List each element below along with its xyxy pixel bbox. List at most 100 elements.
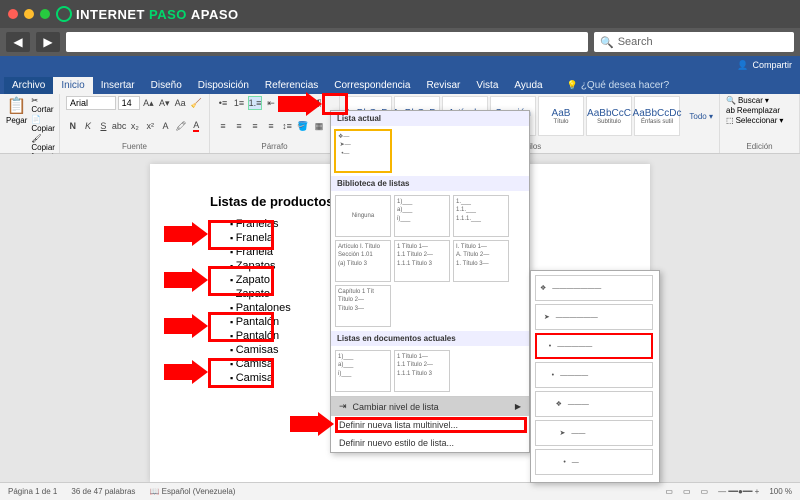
- zoom-level[interactable]: 100 %: [769, 487, 792, 496]
- define-style-item[interactable]: Definir nuevo estilo de lista...: [331, 434, 529, 452]
- list-thumb[interactable]: I. Título 1—A. Título 2—1. Título 3—: [453, 240, 509, 282]
- list-thumb[interactable]: Artículo I. TítuloSección 1.01(a) Título…: [335, 240, 391, 282]
- list-thumb[interactable]: 1)___a)___i)___: [335, 350, 391, 392]
- tab-archivo[interactable]: Archivo: [4, 77, 53, 94]
- tell-me[interactable]: ¿Qué desea hacer?: [559, 77, 678, 94]
- status-bar: Página 1 de 1 36 de 47 palabras 📖 Españo…: [0, 482, 800, 500]
- multilevel-button[interactable]: 1.≡: [248, 96, 262, 110]
- line-spacing-button[interactable]: ↕≡: [280, 119, 294, 133]
- superscript-button[interactable]: x²: [144, 119, 157, 133]
- browser-navbar: ◀ ▶ 🔍 Search: [0, 28, 800, 56]
- level-7[interactable]: •—: [535, 449, 653, 475]
- level-2[interactable]: ➤——————: [535, 304, 653, 330]
- list-thumb[interactable]: 1 Título 1—1.1 Título 2—1.1.1 Título 3: [394, 350, 450, 392]
- status-page[interactable]: Página 1 de 1: [8, 487, 57, 496]
- style-item[interactable]: AaBbCcDcÉnfasis sutil: [634, 96, 680, 136]
- change-case-button[interactable]: Aa: [173, 96, 187, 110]
- tab-insertar[interactable]: Insertar: [93, 77, 143, 94]
- list-thumb[interactable]: 1)___a)___i)___: [394, 195, 450, 237]
- shading-button[interactable]: 🪣: [296, 119, 310, 133]
- grow-font-button[interactable]: A▴: [142, 96, 156, 110]
- select-button[interactable]: ⬚ Seleccionar ▾: [726, 116, 793, 125]
- replace-button[interactable]: ab Reemplazar: [726, 106, 793, 115]
- word-titlebar: 👤Compartir: [0, 56, 800, 74]
- logo-text1: INTERNET: [76, 7, 145, 22]
- increase-indent-button[interactable]: ⇥: [280, 96, 294, 110]
- decrease-indent-button[interactable]: ⇤: [264, 96, 278, 110]
- list-thumb[interactable]: Capítulo 1 TítTítulo 2—Título 3—: [335, 285, 391, 327]
- status-lang[interactable]: 📖 Español (Venezuela): [149, 487, 235, 496]
- list-thumb[interactable]: 1.___1.1.___1.1.1.___: [453, 195, 509, 237]
- group-clipboard: 📋Pegar ✂ Cortar 📄 Copiar 🖌 Copiar format…: [0, 94, 60, 153]
- change-level-item[interactable]: ⇥ Cambiar nivel de lista▶: [331, 397, 529, 416]
- traffic-lights: [8, 9, 50, 19]
- list-thumb[interactable]: 1 Título 1—1.1 Título 2—1.1.1 Título 3: [394, 240, 450, 282]
- paste-button[interactable]: 📋Pegar: [6, 96, 27, 161]
- bold-button[interactable]: N: [66, 119, 79, 133]
- borders-button[interactable]: ▦: [312, 119, 326, 133]
- strike-button[interactable]: abc: [112, 119, 126, 133]
- text-effects-button[interactable]: A: [159, 119, 172, 133]
- font-color-button[interactable]: A: [190, 119, 203, 133]
- dd-section-current-docs: Listas en documentos actuales: [331, 331, 529, 346]
- logo-icon: [56, 6, 72, 22]
- tab-referencias[interactable]: Referencias: [257, 77, 326, 94]
- level-1[interactable]: ❖———————: [535, 275, 653, 301]
- show-marks-button[interactable]: ¶: [312, 96, 326, 110]
- style-item[interactable]: AaBbCcCSubtítulo: [586, 96, 632, 136]
- styles-more-button[interactable]: Todo ▾: [689, 112, 713, 121]
- close-dot[interactable]: [8, 9, 18, 19]
- numbering-button[interactable]: 1≡: [232, 96, 246, 110]
- view-read-button[interactable]: ▭: [665, 487, 673, 496]
- italic-button[interactable]: K: [81, 119, 94, 133]
- cut-button[interactable]: ✂ Cortar: [31, 96, 58, 114]
- min-dot[interactable]: [24, 9, 34, 19]
- logo-text2: PASO: [149, 7, 187, 22]
- share-button[interactable]: 👤Compartir: [737, 60, 792, 71]
- thumb-current[interactable]: ❖— ➤— •—: [335, 130, 391, 172]
- font-name-select[interactable]: Arial: [66, 96, 116, 110]
- find-button[interactable]: 🔍 Buscar ▾: [726, 96, 793, 105]
- search-icon: 🔍: [600, 36, 614, 49]
- highlight-button[interactable]: 🖍: [174, 119, 187, 133]
- sort-button[interactable]: A↓: [296, 96, 310, 110]
- level-4[interactable]: •————: [535, 362, 653, 388]
- shrink-font-button[interactable]: A▾: [157, 96, 171, 110]
- tab-disposicion[interactable]: Disposición: [190, 77, 257, 94]
- editing-label: Edición: [726, 142, 793, 151]
- tab-diseno[interactable]: Diseño: [143, 77, 190, 94]
- justify-button[interactable]: ≡: [264, 119, 278, 133]
- thumb-none[interactable]: Ninguna: [335, 195, 391, 237]
- status-words[interactable]: 36 de 47 palabras: [71, 487, 135, 496]
- bullets-button[interactable]: •≡: [216, 96, 230, 110]
- view-print-button[interactable]: ▭: [683, 487, 691, 496]
- tab-inicio[interactable]: Inicio: [53, 77, 92, 94]
- subscript-button[interactable]: x₂: [128, 119, 141, 133]
- level-3[interactable]: •—————: [535, 333, 653, 359]
- copy-button[interactable]: 📄 Copiar: [31, 115, 58, 133]
- back-button[interactable]: ◀: [6, 32, 30, 52]
- align-left-button[interactable]: ≡: [216, 119, 230, 133]
- font-size-select[interactable]: 14: [118, 96, 140, 110]
- define-multilevel-item[interactable]: Definir nueva lista multinivel...: [331, 416, 529, 434]
- forward-button[interactable]: ▶: [36, 32, 60, 52]
- search-input[interactable]: 🔍 Search: [594, 32, 794, 52]
- url-input[interactable]: [66, 32, 588, 52]
- tab-vista[interactable]: Vista: [468, 77, 506, 94]
- tab-ayuda[interactable]: Ayuda: [506, 77, 550, 94]
- align-right-button[interactable]: ≡: [248, 119, 262, 133]
- level-6[interactable]: ➤——: [535, 420, 653, 446]
- view-web-button[interactable]: ▭: [701, 487, 709, 496]
- align-center-button[interactable]: ≡: [232, 119, 246, 133]
- tab-revisar[interactable]: Revisar: [418, 77, 468, 94]
- style-item[interactable]: AaBTítulo: [538, 96, 584, 136]
- zoom-slider[interactable]: — ━━●━━ +: [718, 487, 759, 496]
- level-submenu: ❖——————— ➤—————— •————— •———— ❖——— ➤—— •…: [530, 270, 660, 483]
- group-font: Arial 14 A▴ A▾ Aa 🧹 N K S abc x₂ x² A 🖍 …: [60, 94, 210, 153]
- underline-button[interactable]: S: [97, 119, 110, 133]
- max-dot[interactable]: [40, 9, 50, 19]
- clear-format-button[interactable]: 🧹: [189, 96, 203, 110]
- paragraph-label: Párrafo: [216, 142, 333, 151]
- level-5[interactable]: ❖———: [535, 391, 653, 417]
- tab-correspondencia[interactable]: Correspondencia: [326, 77, 418, 94]
